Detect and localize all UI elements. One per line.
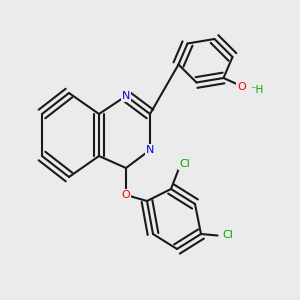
Text: O: O: [237, 82, 246, 92]
Text: Cl: Cl: [179, 159, 190, 169]
Text: Cl: Cl: [223, 230, 233, 241]
Text: N: N: [122, 91, 130, 101]
Text: N: N: [146, 145, 154, 155]
Text: O: O: [122, 190, 130, 200]
Text: ⁻H: ⁻H: [250, 85, 263, 95]
